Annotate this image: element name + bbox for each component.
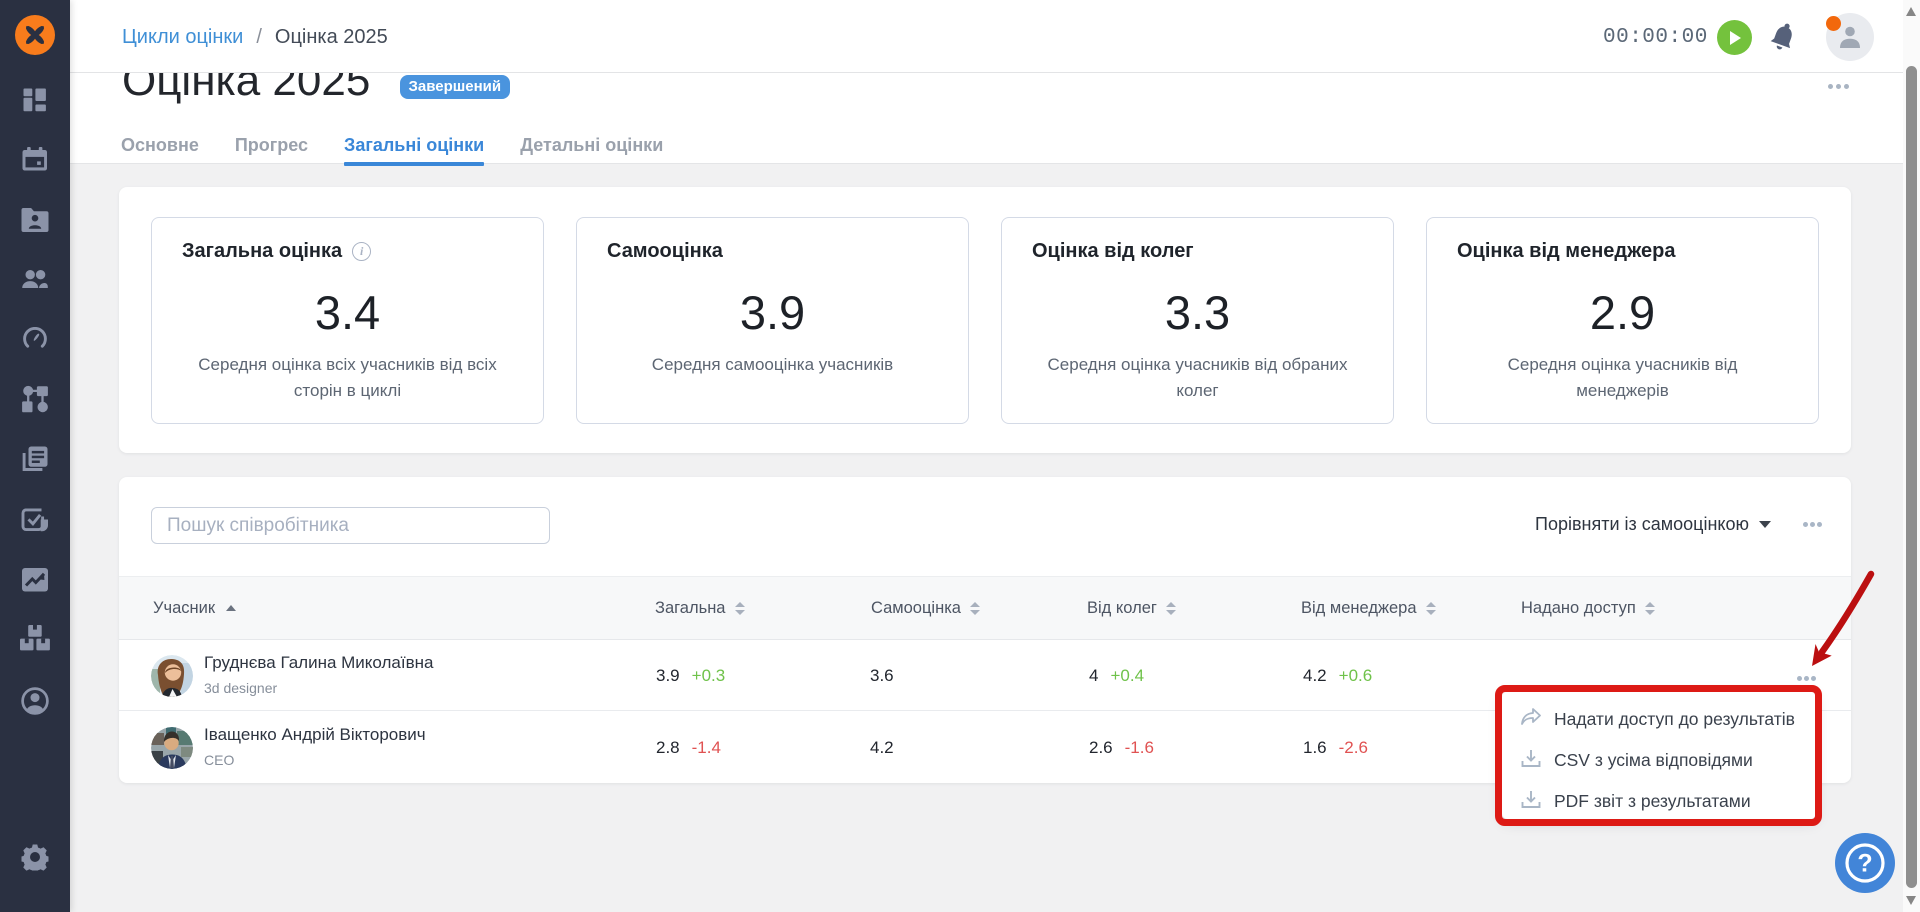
svg-text:?: ? — [1857, 850, 1872, 878]
